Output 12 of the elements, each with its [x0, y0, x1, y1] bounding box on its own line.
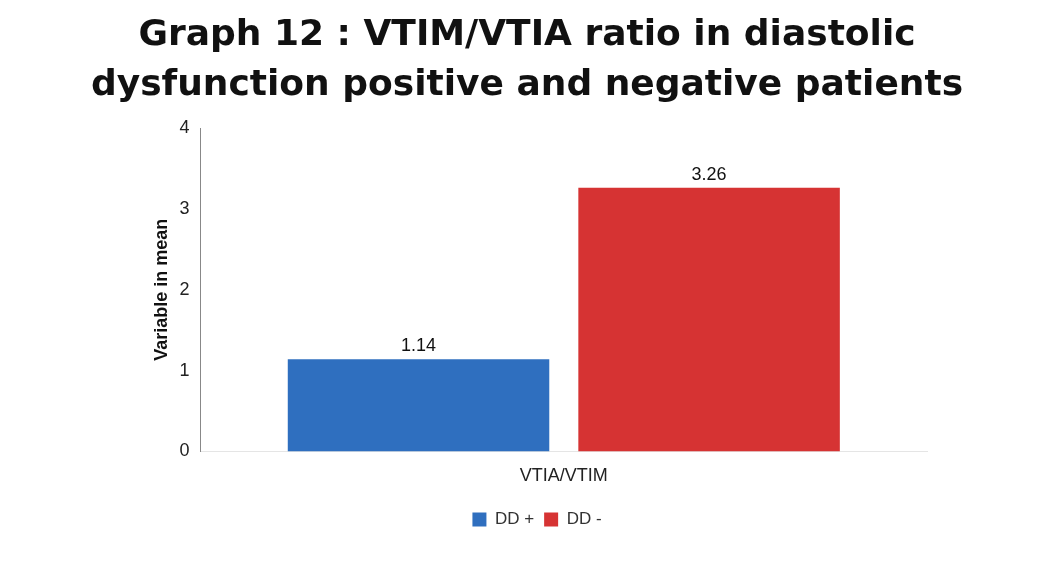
y-tick-label: 2 — [179, 278, 190, 299]
legend-label: DD - — [566, 509, 602, 529]
y-tick-label: 4 — [179, 116, 190, 137]
data-label: 3.26 — [691, 163, 727, 184]
y-tick-label: 0 — [179, 440, 190, 461]
y-tick-label: 3 — [179, 197, 190, 218]
legend-label: DD + — [494, 509, 535, 529]
data-label: 1.14 — [401, 335, 437, 356]
chart-title: Graph 12 : VTIM/VTIA ratio in diastolic dysfunction positive and negative patients — [89, 11, 965, 105]
y-tick-label: 1 — [179, 359, 190, 380]
y-axis-title: Variable in mean — [150, 218, 171, 361]
x-tick-label: VTIA/VTIM — [519, 465, 608, 486]
